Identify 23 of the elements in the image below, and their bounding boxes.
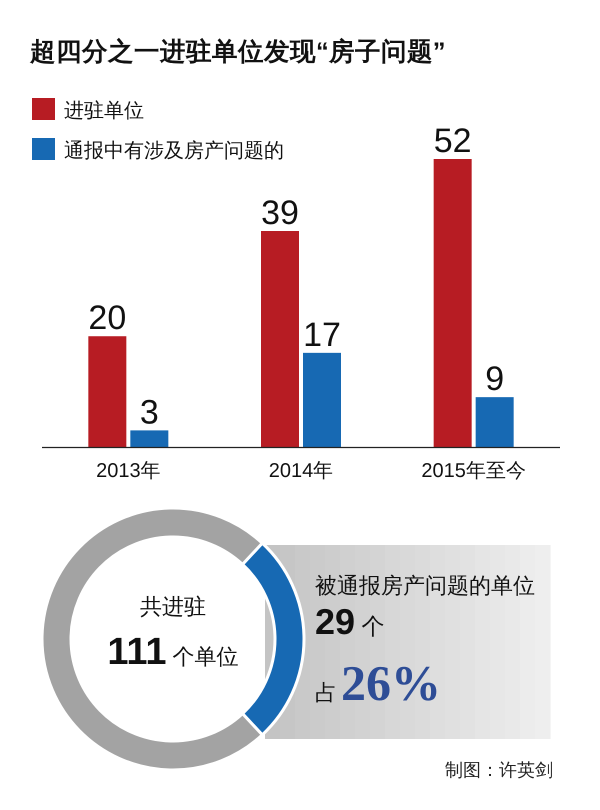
legend-label: 进驻单位 — [64, 100, 144, 122]
bar — [434, 159, 472, 447]
data-label: 9 — [485, 360, 504, 398]
data-label: 29 个 — [315, 601, 384, 642]
text: 111 个单位 — [107, 631, 239, 673]
bar — [303, 352, 341, 447]
text: 制图：许英剑 — [445, 760, 553, 780]
x-tick-label: 2013年 — [96, 460, 161, 482]
bar — [130, 430, 168, 447]
data-label: 17 — [303, 316, 341, 354]
chart-title: 超四分之一进驻单位发现“房子问题” — [29, 37, 446, 66]
slice-label: 被通报房产问题的单位 — [315, 573, 535, 598]
legend-label: 通报中有涉及房产问题的 — [64, 140, 284, 162]
text: 共进驻 — [140, 594, 206, 619]
bar — [88, 336, 126, 447]
bar — [476, 397, 514, 447]
x-tick-label: 2015年至今 — [421, 460, 526, 482]
data-label: 52 — [434, 122, 472, 160]
data-label: 3 — [140, 393, 159, 432]
x-tick-label: 2014年 — [268, 460, 334, 482]
data-label: 20 — [88, 299, 126, 338]
data-label: 39 — [261, 194, 299, 232]
bar — [261, 231, 299, 447]
